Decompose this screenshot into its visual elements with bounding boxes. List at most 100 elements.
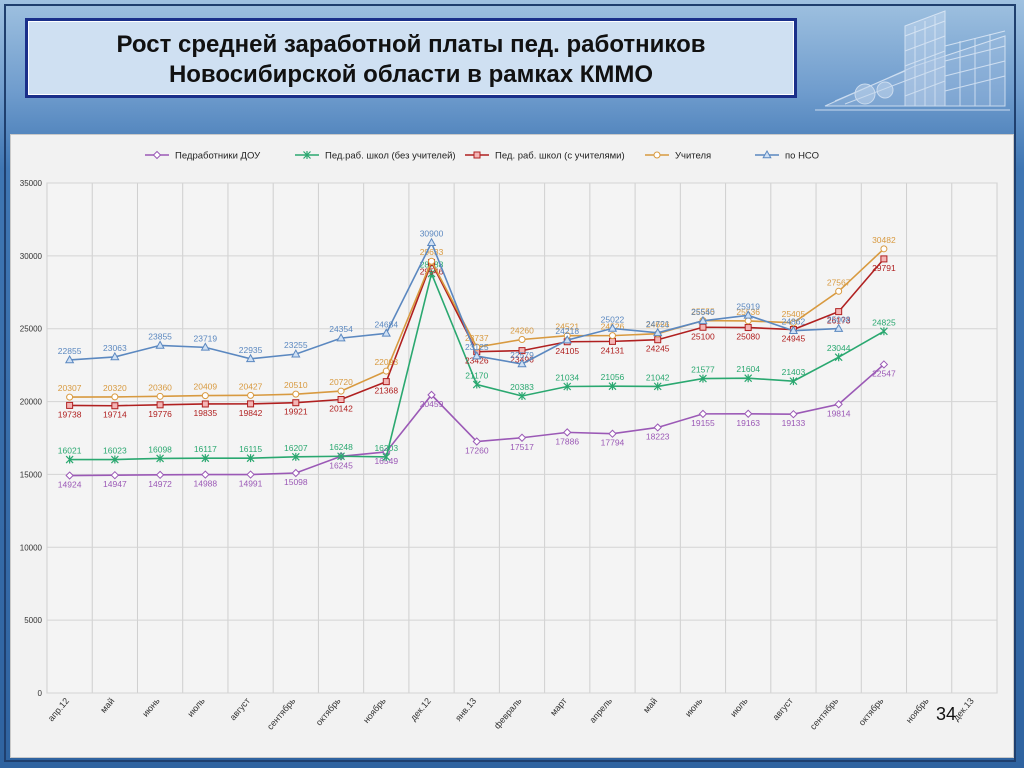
data-label: 24260 (510, 325, 534, 335)
title-box: Рост средней заработной платы пед. работ… (25, 18, 797, 98)
x-tick-label: июнь (140, 696, 162, 719)
data-label: 25080 (736, 332, 760, 342)
data-label: 27567 (827, 277, 851, 287)
data-point (472, 380, 481, 389)
data-label: 16098 (148, 444, 172, 454)
data-label: 23426 (465, 356, 489, 366)
data-point (201, 400, 209, 408)
data-point (562, 335, 572, 344)
data-point (563, 382, 572, 391)
data-point (698, 315, 708, 325)
data-point (789, 409, 798, 419)
data-label: 23255 (284, 340, 308, 350)
data-label: 21604 (736, 364, 760, 374)
data-point (381, 328, 391, 337)
x-tick-label: октябрь (857, 696, 886, 728)
data-point (111, 393, 119, 401)
data-label: 25555 (691, 307, 715, 317)
data-point (337, 396, 345, 404)
data-label: 17794 (601, 438, 625, 448)
data-label: 23719 (194, 333, 218, 343)
data-point (879, 327, 888, 336)
data-label: 21056 (601, 372, 625, 382)
x-tick-label: май (98, 696, 116, 715)
data-label: 20427 (239, 381, 263, 391)
data-point (382, 367, 390, 375)
data-point (835, 287, 843, 295)
data-point (699, 323, 707, 331)
data-point (111, 402, 119, 410)
data-label: 19921 (284, 407, 308, 417)
data-label: 29546 (420, 266, 444, 276)
data-point (156, 392, 164, 400)
data-point (201, 454, 210, 463)
data-point (292, 390, 300, 398)
data-label: 24945 (782, 334, 806, 344)
data-point (336, 333, 346, 342)
slide-frame (4, 4, 1016, 762)
data-point (788, 325, 799, 335)
data-label: 21170 (465, 371, 488, 381)
data-point (699, 374, 707, 383)
data-point (518, 335, 526, 343)
data-point (789, 377, 798, 386)
data-label: 14947 (103, 479, 127, 489)
data-label: 16245 (329, 460, 353, 470)
data-label: 19714 (103, 410, 127, 420)
data-label: 24721 (646, 319, 670, 329)
data-label: 22579 (510, 350, 534, 360)
data-point (247, 400, 255, 408)
y-tick-label: 30000 (20, 252, 43, 261)
data-point (66, 401, 74, 409)
data-point (607, 323, 618, 332)
data-label: 23125 (465, 342, 489, 352)
data-point (65, 471, 74, 480)
data-label: 30482 (872, 235, 896, 245)
data-point (880, 255, 888, 263)
x-tick-label: октябрь (314, 696, 343, 728)
legend-entry: Пед.раб. школ (без учителей) (325, 151, 456, 162)
data-label: 22093 (374, 357, 398, 367)
data-point (653, 423, 662, 432)
data-point (382, 452, 391, 461)
data-point (291, 452, 300, 461)
data-label: 24105 (555, 346, 579, 356)
data-point (472, 351, 482, 360)
data-label: 24862 (782, 317, 806, 327)
data-point (563, 428, 572, 437)
data-label: 24656 (646, 320, 670, 330)
data-label: 16203 (374, 443, 398, 453)
x-tick-label: сентябрь (808, 696, 840, 732)
data-label: 22935 (239, 345, 263, 355)
data-label: 16117 (194, 444, 217, 454)
legend-entry: Пед. раб. школ (с учителями) (495, 151, 625, 162)
x-tick-label: янв.13 (453, 696, 478, 723)
x-tick-label: апр.12 (46, 696, 71, 723)
data-point (427, 390, 436, 400)
data-label: 20307 (58, 383, 82, 393)
y-tick-label: 5000 (24, 616, 42, 625)
x-tick-label: ноябрь (361, 696, 388, 725)
legend-entry: Педработники ДОУ (175, 151, 261, 162)
data-label: 20320 (103, 383, 127, 393)
data-label: 17517 (510, 442, 534, 452)
y-tick-label: 35000 (20, 179, 43, 188)
page-number: 34 (936, 704, 957, 724)
x-tick-label: май (641, 696, 659, 715)
data-point (879, 360, 889, 369)
legend-entry: по НСО (785, 151, 819, 162)
data-point (201, 392, 209, 400)
y-tick-label: 10000 (20, 543, 43, 552)
data-point (608, 429, 617, 438)
data-point (608, 337, 616, 345)
data-label: 23044 (827, 343, 851, 353)
data-label: 19738 (58, 409, 82, 419)
x-tick-label: август (771, 696, 795, 722)
data-point (382, 378, 390, 386)
data-label: 23063 (103, 343, 127, 353)
data-point (518, 391, 526, 400)
data-point (654, 336, 662, 344)
data-point (653, 327, 663, 337)
data-label: 15098 (284, 477, 308, 487)
data-point (110, 455, 119, 464)
